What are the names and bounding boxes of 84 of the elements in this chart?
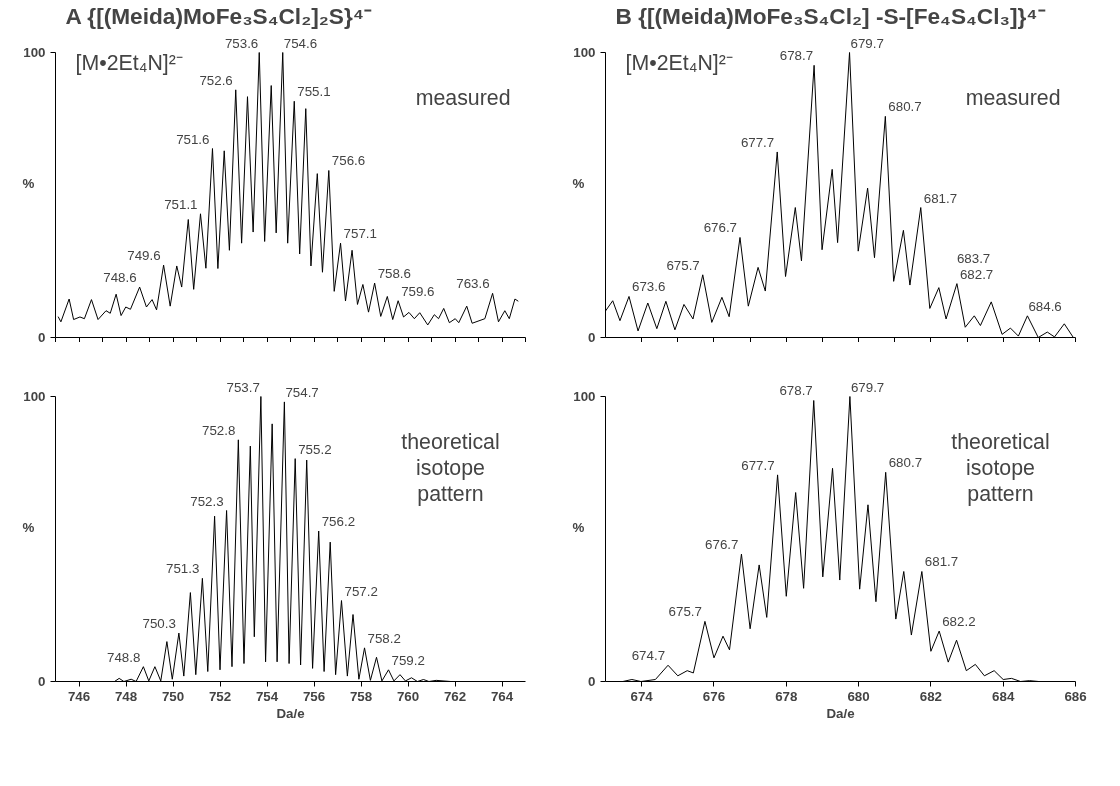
- y-tick-label: 100: [573, 389, 596, 404]
- annotation: 751.1: [164, 196, 198, 212]
- annotation: [M•2Et₄N]²⁻: [75, 50, 183, 75]
- annotation: 681.7: [923, 190, 958, 206]
- x-tick-label: 750: [161, 688, 185, 704]
- y-tick-label: 100: [23, 389, 46, 404]
- x-tick-label: 760: [396, 688, 420, 704]
- annotation: measured: [415, 85, 511, 110]
- y-tick-label: 0: [38, 674, 46, 689]
- annotation: 684.6: [1028, 298, 1062, 314]
- x-tick-label: 752: [208, 688, 232, 704]
- annotation: 755.2: [298, 441, 332, 457]
- x-tick-label: 754: [255, 688, 279, 704]
- annotation: 680.7: [888, 455, 923, 471]
- annotation: 752.6: [199, 72, 233, 88]
- x-tick-label: 756: [302, 688, 326, 704]
- annotation: 677.7: [740, 134, 775, 150]
- annotation: 682.2: [942, 614, 976, 630]
- annotation: 753.6: [224, 35, 259, 51]
- annotation: 755.1: [297, 84, 331, 100]
- y-tick-label: 0: [588, 674, 596, 689]
- annotation: 678.7: [779, 48, 814, 64]
- annotation: 675.7: [668, 604, 702, 620]
- annotation: 681.7: [924, 554, 959, 570]
- annotation: 756.6: [331, 153, 366, 169]
- annotation: theoretical isotope pattern: [951, 429, 1050, 506]
- annotation: 682.7: [959, 266, 994, 282]
- annotation: 750.3: [142, 616, 176, 632]
- y-axis-title: %: [572, 175, 585, 191]
- annotation: 673.6: [632, 279, 666, 295]
- chart-title: A {[(Meida)MoFe₃S₄Cl₂]₂S}⁴⁻: [65, 2, 372, 29]
- x-tick-label: 684: [992, 688, 1015, 704]
- annotation: 679.7: [850, 379, 885, 395]
- annotation: 677.7: [741, 457, 775, 473]
- annotation: 753.7: [226, 379, 260, 395]
- x-axis-title: Da/e: [826, 705, 855, 721]
- annotation: 752.3: [190, 493, 224, 509]
- x-axis-title: Da/e: [276, 705, 305, 721]
- annotation: 759.2: [391, 652, 425, 668]
- y-tick-label: 100: [573, 45, 596, 60]
- x-tick-label: 682: [919, 688, 943, 704]
- y-axis-title: %: [22, 519, 35, 535]
- x-tick-label: 748: [114, 688, 138, 704]
- annotation: 748.6: [103, 270, 137, 286]
- annotation: 678.7: [779, 383, 813, 399]
- annotation: 683.7: [956, 250, 991, 266]
- annotation: 758.6: [377, 266, 411, 282]
- annotation: 751.6: [176, 131, 210, 147]
- annotation: 749.6: [127, 248, 161, 264]
- annotation: 675.7: [666, 257, 700, 273]
- annotation: 758.2: [367, 630, 401, 646]
- annotation: 752.8: [201, 422, 236, 438]
- x-tick-label: 678: [775, 688, 798, 704]
- chart-title: B {[(Meida)MoFe₃S₄Cl₂] -S-[Fe₄S₄Cl₃]}⁴⁻: [615, 2, 1046, 29]
- annotation: 674.7: [631, 648, 666, 664]
- x-tick-label: 674: [630, 688, 654, 704]
- y-axis-title: %: [22, 175, 35, 191]
- annotation: 751.3: [166, 561, 200, 577]
- annotation: 759.6: [401, 283, 435, 299]
- annotation: 679.7: [850, 35, 884, 51]
- x-tick-label: 764: [490, 688, 514, 704]
- annotation: 756.2: [321, 514, 356, 530]
- annotation: 748.8: [107, 649, 141, 665]
- annotation: 757.2: [344, 583, 378, 599]
- y-tick-label: 0: [38, 330, 46, 345]
- y-axis-title: %: [572, 519, 585, 535]
- x-tick-label: 686: [1064, 688, 1087, 704]
- x-tick-label: 758: [349, 688, 373, 704]
- annotation: 680.7: [888, 99, 922, 115]
- x-tick-label: 762: [443, 688, 467, 704]
- annotation: 676.7: [705, 537, 739, 553]
- annotation: theoretical isotope pattern: [401, 429, 500, 506]
- x-tick-label: 676: [702, 688, 726, 704]
- annotation: 757.1: [343, 226, 377, 242]
- annotation: 676.7: [703, 220, 737, 236]
- x-tick-label: 746: [67, 688, 91, 704]
- x-tick-label: 680: [847, 688, 870, 704]
- annotation: [M•2Et₄N]²⁻: [625, 50, 733, 75]
- y-tick-label: 0: [588, 330, 596, 345]
- annotation: 754.6: [283, 35, 318, 51]
- annotation: measured: [965, 85, 1061, 110]
- annotation: 763.6: [456, 276, 490, 292]
- annotation: 754.7: [285, 384, 319, 400]
- y-tick-label: 100: [23, 45, 46, 60]
